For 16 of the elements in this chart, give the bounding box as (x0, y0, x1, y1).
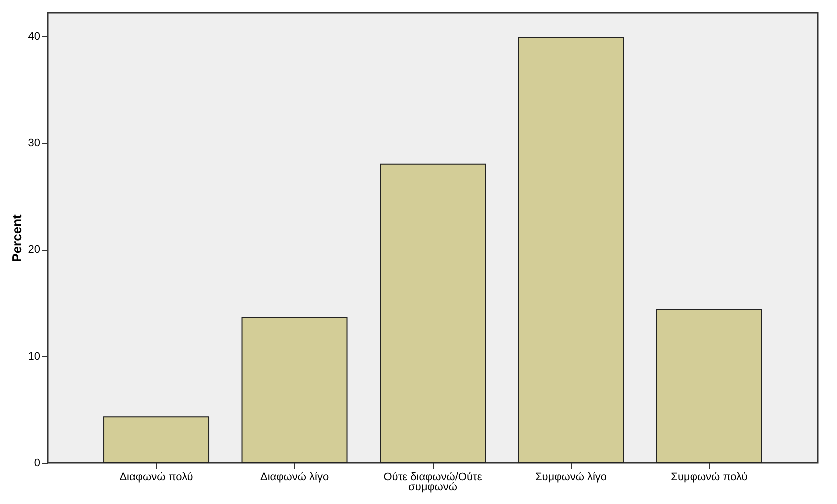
x-tick-label: Συμφωνώ πολύ (671, 472, 748, 484)
bar (380, 164, 486, 464)
y-axis-title: Percent (9, 214, 24, 262)
bar (242, 317, 348, 464)
y-tick-label: 0 (34, 458, 40, 470)
x-tick-label: Συμφωνώ λίγο (535, 472, 608, 484)
bar (104, 416, 210, 464)
y-tick-label: 30 (28, 138, 40, 150)
bar (518, 37, 624, 464)
y-tick-label: 40 (28, 30, 40, 43)
x-tick-label: Διαφωνώ πολύ (120, 472, 194, 484)
y-tick-label: 20 (28, 244, 40, 256)
y-tick-label: 10 (28, 350, 40, 363)
x-tick-label: Διαφωνώ λίγο (260, 472, 330, 484)
x-tick-label: Ούτε διαφωνώ/Ούτε συμφωνώ (384, 472, 482, 494)
bar (656, 308, 762, 464)
